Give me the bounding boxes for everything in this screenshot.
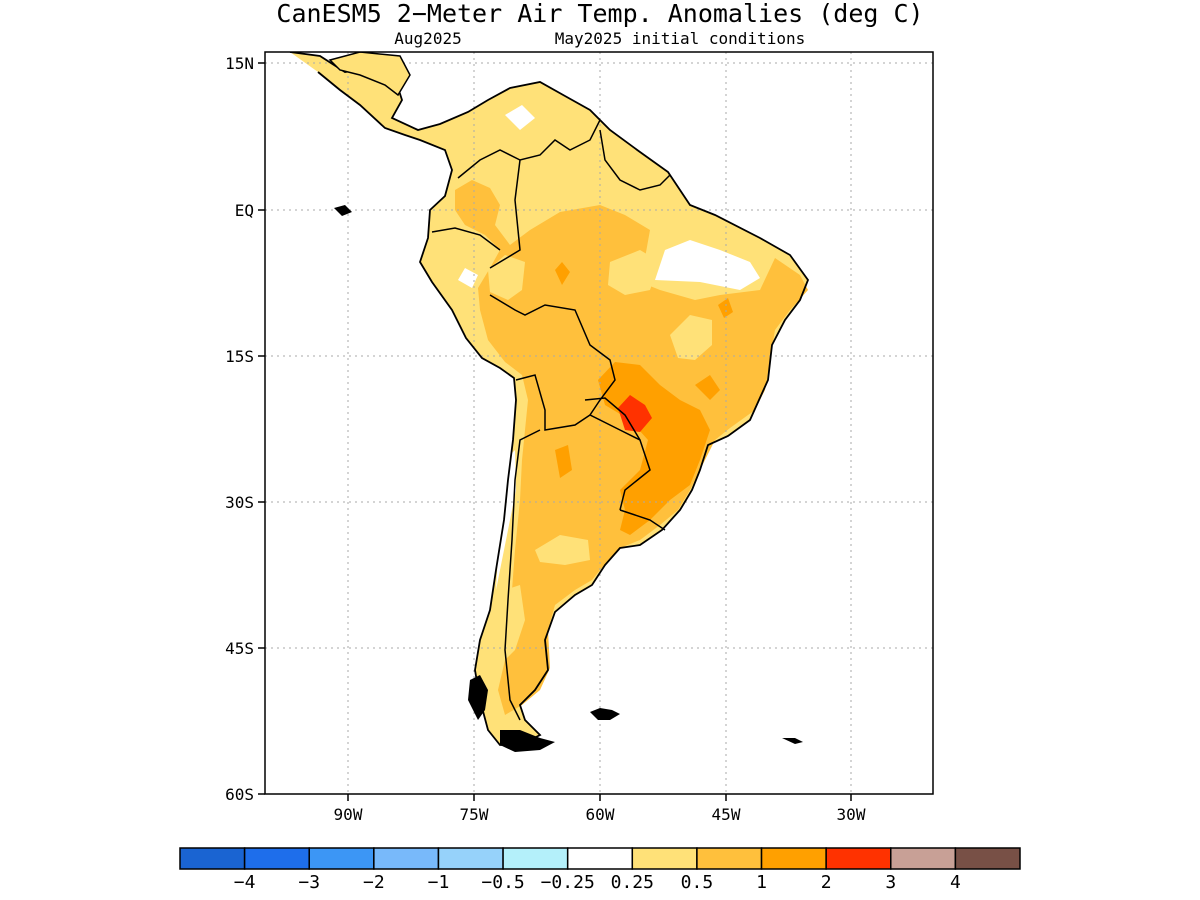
colorbar-label-3: −1 bbox=[428, 872, 450, 893]
axis-ticks bbox=[258, 62, 852, 801]
colorbar-swatch-0 bbox=[179, 847, 246, 870]
lon-tick-45w: 45W bbox=[712, 805, 741, 824]
border-chile-argentina bbox=[504, 429, 541, 721]
colorbar-swatch-1 bbox=[243, 847, 310, 870]
border-bolivia-argentina bbox=[515, 374, 651, 511]
lat-tick-30s: 30S bbox=[225, 493, 254, 512]
coastline bbox=[289, 52, 810, 746]
colorbar-swatch-4 bbox=[437, 847, 504, 870]
colorbar-swatch-3 bbox=[373, 847, 440, 870]
land-anomaly-025-05-amazon-west bbox=[488, 255, 525, 300]
border-uruguay bbox=[619, 509, 666, 531]
valid-month-label: Aug2025 bbox=[394, 29, 461, 48]
central-america-coast bbox=[328, 52, 411, 97]
colorbar-swatch-2 bbox=[308, 847, 375, 870]
border-guianas bbox=[599, 129, 671, 191]
colorbar-swatch-6 bbox=[566, 847, 634, 870]
lon-tick-75w: 75W bbox=[460, 805, 489, 824]
land-anomaly-1-2-small-3 bbox=[695, 375, 720, 400]
colorbar: −4 −3 −2 −1 −0.5 −0.25 0.25 0.5 1 2 3 4 bbox=[179, 847, 1021, 893]
falkland-islands bbox=[590, 708, 620, 720]
lat-tick-60s: 60S bbox=[225, 785, 254, 804]
colorbar-swatch-8 bbox=[696, 847, 763, 870]
colorbar-label-4: −0.5 bbox=[481, 872, 524, 893]
land-anomaly-025-05-central-brazil bbox=[670, 315, 712, 360]
colorbar-swatch-12 bbox=[954, 847, 1021, 870]
land-anomaly-near-zero-chile-coast bbox=[496, 450, 516, 590]
lon-tick-60w: 60W bbox=[586, 805, 615, 824]
chile-fjords bbox=[468, 675, 488, 720]
land-anomaly-025-05-amazon-center bbox=[608, 250, 660, 295]
lat-tick-15n: 15N bbox=[225, 54, 254, 73]
border-colombia-brazil bbox=[489, 159, 521, 269]
map-area bbox=[265, 52, 933, 794]
figure-title: CanESM5 2−Meter Air Temp. Anomalies (deg… bbox=[276, 0, 923, 28]
country-borders bbox=[431, 119, 671, 721]
colorbar-label-11: 4 bbox=[950, 872, 961, 893]
land-anomaly-1-2-small-4 bbox=[718, 298, 733, 318]
colorbar-label-10: 3 bbox=[885, 872, 896, 893]
south-georgia bbox=[782, 738, 803, 744]
land-anomaly-025-05-argentina bbox=[535, 535, 590, 565]
colorbar-label-7: 0.5 bbox=[681, 872, 714, 893]
colorbar-label-9: 2 bbox=[821, 872, 832, 893]
border-ecuador-peru bbox=[431, 227, 501, 251]
lon-tick-90w: 90W bbox=[334, 805, 363, 824]
land-anomaly-1-2-small-1 bbox=[555, 262, 570, 285]
graticule bbox=[265, 52, 933, 794]
lat-tick-15s: 15S bbox=[225, 347, 254, 366]
colorbar-swatch-5 bbox=[502, 847, 569, 870]
tierra-del-fuego bbox=[500, 730, 555, 752]
land-anomaly-2-3-core bbox=[618, 395, 652, 432]
colorbar-label-6: 0.25 bbox=[611, 872, 654, 893]
land-anomaly-near-zero-guiana bbox=[505, 105, 535, 130]
initial-conditions-label: May2025 initial conditions bbox=[555, 29, 805, 48]
border-paraguay bbox=[584, 397, 641, 441]
land-anomaly-1-2-small-2 bbox=[555, 445, 572, 478]
land-anomaly-near-zero-peru bbox=[458, 268, 478, 288]
colorbar-label-8: 1 bbox=[756, 872, 767, 893]
colorbar-swatch-7 bbox=[631, 847, 698, 870]
lon-tick-30w: 30W bbox=[837, 805, 866, 824]
lat-tick-45s: 45S bbox=[225, 639, 254, 658]
colorbar-label-1: −3 bbox=[298, 872, 320, 893]
galapagos bbox=[334, 205, 352, 216]
colorbar-swatch-9 bbox=[760, 847, 827, 870]
lat-tick-eq: EQ bbox=[235, 201, 254, 220]
land-anomaly-05-1-main bbox=[455, 180, 808, 715]
map-frame bbox=[264, 51, 934, 795]
colorbar-swatch-10 bbox=[825, 847, 892, 870]
border-peru-bolivia-brazil bbox=[489, 294, 616, 416]
colorbar-swatch-11 bbox=[890, 847, 957, 870]
colorbar-label-2: −2 bbox=[363, 872, 385, 893]
border-north bbox=[457, 119, 601, 179]
land-anomaly-near-zero-ne-brazil bbox=[655, 240, 760, 290]
colorbar-label-5: −0.25 bbox=[541, 872, 595, 893]
colorbar-label-0: −4 bbox=[234, 872, 256, 893]
